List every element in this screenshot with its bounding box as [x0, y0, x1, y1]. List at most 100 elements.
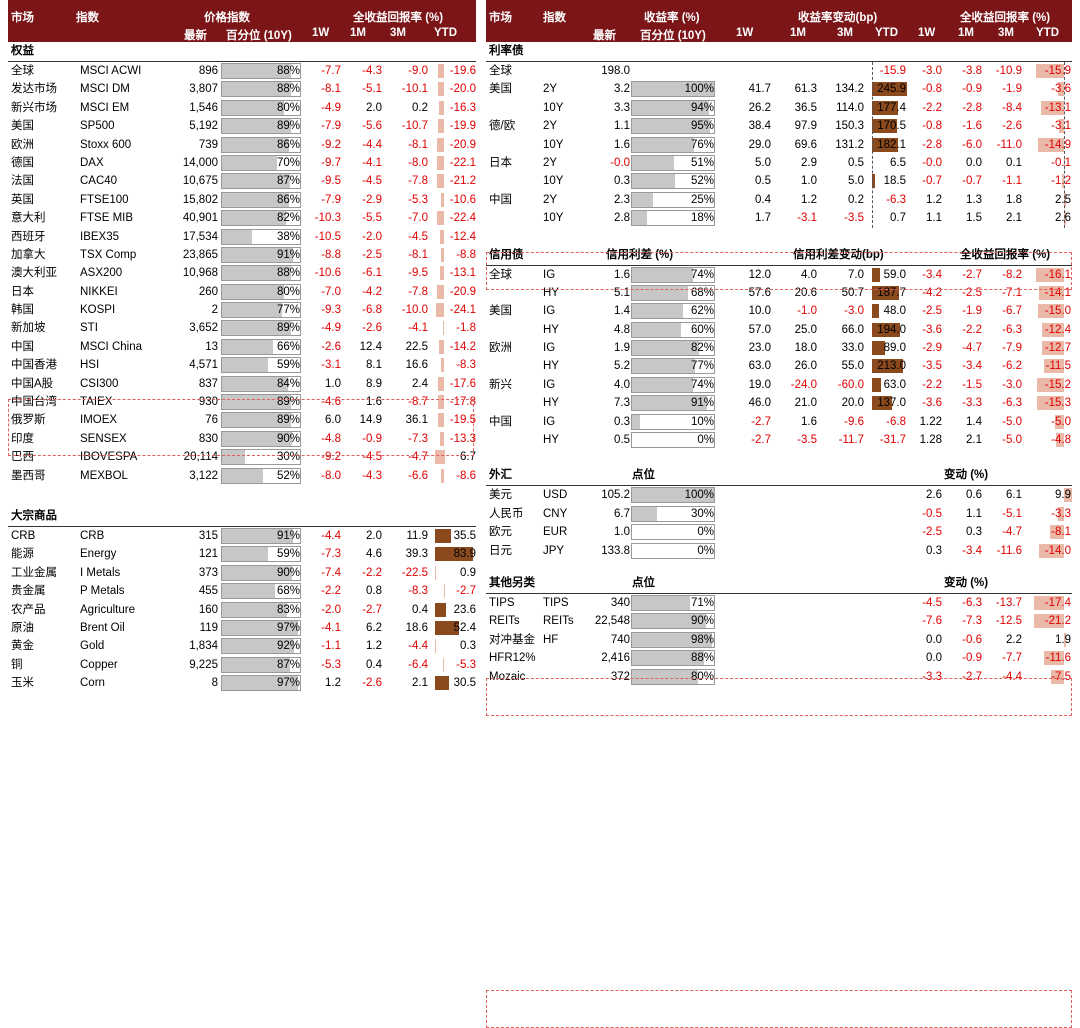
header-latest: 最新	[593, 27, 616, 43]
change-1w: 26.2	[731, 99, 771, 117]
market-name: 西班牙	[11, 228, 46, 246]
return-ytd: -16.3	[436, 99, 476, 117]
percentile-value: 80%	[674, 668, 714, 686]
rates-section-title: 利率债	[486, 42, 1072, 62]
return-1m: -2.2	[348, 564, 382, 582]
percentile-value: 59%	[260, 356, 300, 374]
change-3m: 131.2	[824, 136, 864, 154]
return-1w: -7.6	[906, 612, 942, 630]
right-header: 市场 指数 收益率 (%) 收益率变动(bp) 全收益回报率 (%) 最新 百分…	[486, 0, 1072, 42]
index-name: IBOVESPA	[80, 448, 137, 466]
change-ytd: 59.0	[866, 266, 906, 284]
percentile-value: 89%	[260, 319, 300, 337]
change-1w: 19.0	[731, 376, 771, 394]
percentile-value: 88%	[260, 264, 300, 282]
change-1w: 41.7	[731, 80, 771, 98]
latest-value: 6.7	[580, 505, 630, 523]
return-3m: 2.4	[388, 375, 428, 393]
change-3m: -3.5	[824, 209, 864, 227]
commodities-section-title: 大宗商品	[8, 507, 476, 527]
return-1m: 2.1	[946, 431, 982, 449]
percentile-value: 18%	[674, 209, 714, 227]
latest-value: 1.6	[580, 266, 630, 284]
latest-value: 13	[168, 338, 218, 356]
latest-value: 9,225	[168, 656, 218, 674]
return-1m: -0.7	[946, 172, 982, 190]
latest-value: 1.4	[580, 302, 630, 320]
percentile-value: 71%	[674, 594, 714, 612]
latest-value: 3,807	[168, 80, 218, 98]
return-3m: -5.0	[986, 431, 1022, 449]
market-name: 澳大利亚	[11, 264, 57, 282]
market-name: 欧洲	[11, 136, 34, 154]
index-name: Brent Oil	[80, 619, 125, 637]
return-1w: -0.5	[906, 505, 942, 523]
fx-change-header: 变动 (%)	[944, 466, 988, 485]
market-name: 中国	[489, 413, 512, 431]
header-1w: 1W	[312, 27, 329, 39]
market-name: 全球	[489, 266, 512, 284]
return-1w: 1.2	[307, 674, 341, 692]
change-1w: 38.4	[731, 117, 771, 135]
percentile-fill	[222, 450, 245, 464]
return-3m: 2.1	[986, 209, 1022, 227]
return-3m: -12.5	[986, 612, 1022, 630]
latest-value: 5.2	[580, 357, 630, 375]
percentile-value: 89%	[260, 411, 300, 429]
header-tr-1m: 1M	[958, 27, 974, 39]
latest-value: 20,114	[168, 448, 218, 466]
return-ytd: -19.6	[436, 62, 476, 80]
latest-value: 10,968	[168, 264, 218, 282]
header-percentile: 百分位 (10Y)	[640, 27, 706, 43]
return-3m: -6.3	[986, 321, 1022, 339]
return-ytd: -15.3	[1035, 394, 1071, 412]
percentile-value: 100%	[674, 486, 714, 504]
percentile-value: 77%	[674, 357, 714, 375]
percentile-value: 0%	[674, 431, 714, 449]
percentile-value: 90%	[260, 564, 300, 582]
change-ytd: 48.0	[866, 302, 906, 320]
index-name: IBEX35	[80, 228, 119, 246]
percentile-fill	[632, 193, 653, 207]
change-3m: 5.0	[824, 172, 864, 190]
percentile-value: 88%	[260, 80, 300, 98]
return-1w: -2.0	[307, 601, 341, 619]
return-1w: -7.9	[307, 191, 341, 209]
change-3m: 0.5	[824, 154, 864, 172]
return-1w: -8.8	[307, 246, 341, 264]
left-panel: 市场 指数 价格指数 全收益回报率 (%) 最新 百分位 (10Y) 1W 1M…	[8, 0, 476, 693]
market-name: 加拿大	[11, 246, 46, 264]
index-name: Copper	[80, 656, 118, 674]
index-name: FTSE MIB	[80, 209, 133, 227]
return-ytd: -22.1	[436, 154, 476, 172]
return-3m: 18.6	[388, 619, 428, 637]
return-1m: -6.3	[946, 594, 982, 612]
change-ytd: 194.0	[866, 321, 906, 339]
return-3m: 6.1	[986, 486, 1022, 504]
return-3m: -3.0	[986, 376, 1022, 394]
return-1m: -4.3	[348, 467, 382, 485]
return-ytd: 30.5	[436, 674, 476, 692]
index-name: TAIEX	[80, 393, 112, 411]
latest-value: 17,534	[168, 228, 218, 246]
credit-spread-header: 信用利差 (%)	[606, 246, 673, 265]
return-1m: 0.3	[946, 523, 982, 541]
percentile-value: 83%	[260, 601, 300, 619]
change-1m: 18.0	[777, 339, 817, 357]
return-3m: -6.6	[388, 467, 428, 485]
return-1w: -4.5	[906, 594, 942, 612]
change-ytd: -31.7	[866, 431, 906, 449]
change-1m: 25.0	[777, 321, 817, 339]
return-1w: -10.6	[307, 264, 341, 282]
header-yield-change: 收益率变动(bp)	[798, 9, 877, 25]
return-1m: 1.3	[946, 191, 982, 209]
return-3m: -13.7	[986, 594, 1022, 612]
return-3m: 11.9	[388, 527, 428, 545]
market-name: 欧洲	[489, 339, 512, 357]
change-3m: 55.0	[824, 357, 864, 375]
return-1w: -0.7	[906, 172, 942, 190]
